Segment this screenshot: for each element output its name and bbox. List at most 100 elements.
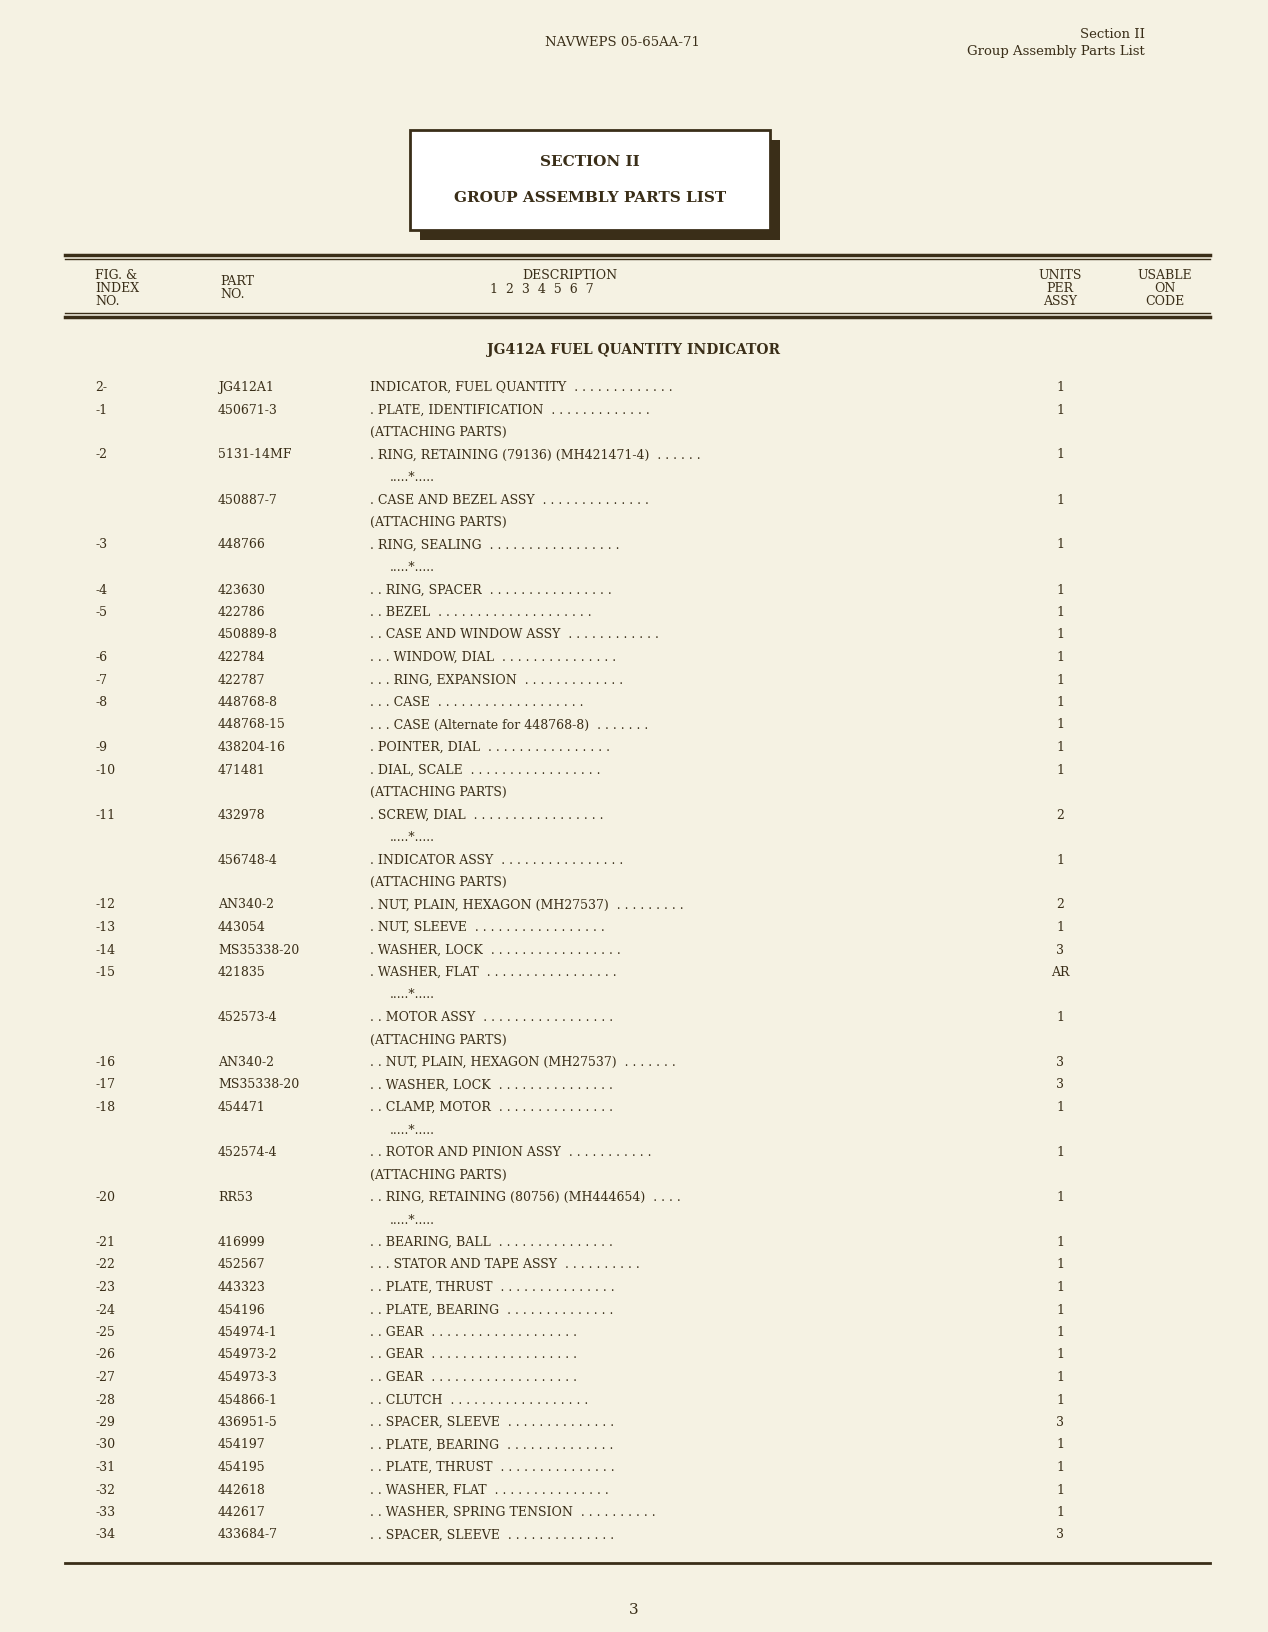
Text: 422784: 422784 xyxy=(218,651,265,664)
Text: 3: 3 xyxy=(629,1603,639,1617)
Text: (ATTACHING PARTS): (ATTACHING PARTS) xyxy=(370,1169,507,1182)
Text: NAVWEPS 05-65AA-71: NAVWEPS 05-65AA-71 xyxy=(545,36,700,49)
Text: .....*.....: .....*..... xyxy=(391,561,435,574)
Text: -16: -16 xyxy=(95,1056,115,1069)
Text: 3: 3 xyxy=(1056,1079,1064,1092)
Text: MS35338-20: MS35338-20 xyxy=(218,943,299,956)
Text: 436951-5: 436951-5 xyxy=(218,1417,278,1430)
Text: 1: 1 xyxy=(1056,695,1064,708)
Text: CODE: CODE xyxy=(1145,295,1184,308)
Text: (ATTACHING PARTS): (ATTACHING PARTS) xyxy=(370,876,507,889)
Text: 1: 1 xyxy=(1056,651,1064,664)
Text: -20: -20 xyxy=(95,1191,115,1204)
Text: . . SPACER, SLEEVE  . . . . . . . . . . . . . .: . . SPACER, SLEEVE . . . . . . . . . . .… xyxy=(370,1529,614,1542)
Text: -10: -10 xyxy=(95,764,115,777)
Text: . DIAL, SCALE  . . . . . . . . . . . . . . . . .: . DIAL, SCALE . . . . . . . . . . . . . … xyxy=(370,764,601,777)
Text: -21: -21 xyxy=(95,1235,115,1248)
Text: . . . CASE  . . . . . . . . . . . . . . . . . . .: . . . CASE . . . . . . . . . . . . . . .… xyxy=(370,695,583,708)
Text: . . PLATE, BEARING  . . . . . . . . . . . . . .: . . PLATE, BEARING . . . . . . . . . . .… xyxy=(370,1438,614,1451)
Text: DESCRIPTION: DESCRIPTION xyxy=(522,269,618,282)
Text: (ATTACHING PARTS): (ATTACHING PARTS) xyxy=(370,516,507,529)
Text: -34: -34 xyxy=(95,1529,115,1542)
Text: . . GEAR  . . . . . . . . . . . . . . . . . . .: . . GEAR . . . . . . . . . . . . . . . .… xyxy=(370,1325,577,1338)
Text: 422787: 422787 xyxy=(218,674,265,687)
Text: -5: -5 xyxy=(95,605,107,619)
Text: . PLATE, IDENTIFICATION  . . . . . . . . . . . . .: . PLATE, IDENTIFICATION . . . . . . . . … xyxy=(370,403,649,416)
Text: 1: 1 xyxy=(1056,584,1064,597)
Text: Group Assembly Parts List: Group Assembly Parts List xyxy=(967,44,1145,57)
Text: 1: 1 xyxy=(1056,403,1064,416)
Text: .....*.....: .....*..... xyxy=(391,1214,435,1227)
Text: .....*.....: .....*..... xyxy=(391,1123,435,1136)
Text: . . . WINDOW, DIAL  . . . . . . . . . . . . . . .: . . . WINDOW, DIAL . . . . . . . . . . .… xyxy=(370,651,616,664)
Text: . WASHER, FLAT  . . . . . . . . . . . . . . . . .: . WASHER, FLAT . . . . . . . . . . . . .… xyxy=(370,966,616,979)
Text: GROUP ASSEMBLY PARTS LIST: GROUP ASSEMBLY PARTS LIST xyxy=(454,191,727,206)
Text: 1: 1 xyxy=(1056,741,1064,754)
Text: . . CASE AND WINDOW ASSY  . . . . . . . . . . . .: . . CASE AND WINDOW ASSY . . . . . . . .… xyxy=(370,628,659,641)
Text: 2-: 2- xyxy=(95,380,107,393)
Text: 1: 1 xyxy=(1056,1191,1064,1204)
Text: . . CLAMP, MOTOR  . . . . . . . . . . . . . . .: . . CLAMP, MOTOR . . . . . . . . . . . .… xyxy=(370,1102,612,1115)
Text: -13: -13 xyxy=(95,920,115,934)
Text: 2: 2 xyxy=(1056,899,1064,912)
Text: -29: -29 xyxy=(95,1417,115,1430)
Text: . . GEAR  . . . . . . . . . . . . . . . . . . .: . . GEAR . . . . . . . . . . . . . . . .… xyxy=(370,1371,577,1384)
Text: . . SPACER, SLEEVE  . . . . . . . . . . . . . .: . . SPACER, SLEEVE . . . . . . . . . . .… xyxy=(370,1417,614,1430)
Text: 1: 1 xyxy=(1056,718,1064,731)
Text: . . WASHER, FLAT  . . . . . . . . . . . . . . .: . . WASHER, FLAT . . . . . . . . . . . .… xyxy=(370,1483,609,1497)
Text: 1: 1 xyxy=(1056,1325,1064,1338)
Text: 442618: 442618 xyxy=(218,1483,266,1497)
Text: . . . CASE (Alternate for 448768-8)  . . . . . . .: . . . CASE (Alternate for 448768-8) . . … xyxy=(370,718,648,731)
Text: -9: -9 xyxy=(95,741,107,754)
Text: .....*.....: .....*..... xyxy=(391,989,435,1002)
Text: -22: -22 xyxy=(95,1258,115,1271)
Text: Section II: Section II xyxy=(1080,28,1145,41)
Text: . . CLUTCH  . . . . . . . . . . . . . . . . . .: . . CLUTCH . . . . . . . . . . . . . . .… xyxy=(370,1394,588,1407)
Text: -18: -18 xyxy=(95,1102,115,1115)
Text: . . . RING, EXPANSION  . . . . . . . . . . . . .: . . . RING, EXPANSION . . . . . . . . . … xyxy=(370,674,623,687)
Text: 443323: 443323 xyxy=(218,1281,266,1294)
Text: USABLE: USABLE xyxy=(1137,269,1192,282)
Text: 1: 1 xyxy=(1056,493,1064,506)
Text: -6: -6 xyxy=(95,651,107,664)
Text: 2: 2 xyxy=(1056,808,1064,821)
Text: 1: 1 xyxy=(1056,449,1064,462)
Text: 454973-2: 454973-2 xyxy=(218,1348,278,1361)
Text: 1: 1 xyxy=(1056,1010,1064,1023)
Text: -14: -14 xyxy=(95,943,115,956)
Text: . CASE AND BEZEL ASSY  . . . . . . . . . . . . . .: . CASE AND BEZEL ASSY . . . . . . . . . … xyxy=(370,493,649,506)
Text: FIG. &: FIG. & xyxy=(95,269,137,282)
Text: -17: -17 xyxy=(95,1079,115,1092)
Text: . . NUT, PLAIN, HEXAGON (MH27537)  . . . . . . .: . . NUT, PLAIN, HEXAGON (MH27537) . . . … xyxy=(370,1056,676,1069)
Text: 1: 1 xyxy=(1056,1506,1064,1519)
Text: . . PLATE, THRUST  . . . . . . . . . . . . . . .: . . PLATE, THRUST . . . . . . . . . . . … xyxy=(370,1461,615,1474)
Text: 1: 1 xyxy=(1056,1461,1064,1474)
Text: 448766: 448766 xyxy=(218,539,266,552)
Text: -8: -8 xyxy=(95,695,107,708)
Text: 1: 1 xyxy=(1056,380,1064,393)
Text: 422786: 422786 xyxy=(218,605,265,619)
Text: ASSY: ASSY xyxy=(1044,295,1077,308)
Text: 421835: 421835 xyxy=(218,966,266,979)
Text: 1: 1 xyxy=(1056,674,1064,687)
Text: 1: 1 xyxy=(1056,1102,1064,1115)
Text: . . BEZEL  . . . . . . . . . . . . . . . . . . . .: . . BEZEL . . . . . . . . . . . . . . . … xyxy=(370,605,592,619)
Text: UNITS: UNITS xyxy=(1038,269,1082,282)
Text: . . ROTOR AND PINION ASSY  . . . . . . . . . . .: . . ROTOR AND PINION ASSY . . . . . . . … xyxy=(370,1146,652,1159)
Text: PER: PER xyxy=(1046,282,1074,295)
Text: 3: 3 xyxy=(1056,1417,1064,1430)
Text: -15: -15 xyxy=(95,966,115,979)
Text: . RING, SEALING  . . . . . . . . . . . . . . . . .: . RING, SEALING . . . . . . . . . . . . … xyxy=(370,539,620,552)
Text: . NUT, SLEEVE  . . . . . . . . . . . . . . . . .: . NUT, SLEEVE . . . . . . . . . . . . . … xyxy=(370,920,605,934)
Text: 1: 1 xyxy=(1056,1348,1064,1361)
Text: . POINTER, DIAL  . . . . . . . . . . . . . . . .: . POINTER, DIAL . . . . . . . . . . . . … xyxy=(370,741,610,754)
Text: . . RING, SPACER  . . . . . . . . . . . . . . . .: . . RING, SPACER . . . . . . . . . . . .… xyxy=(370,584,611,597)
Text: -27: -27 xyxy=(95,1371,115,1384)
Text: RR53: RR53 xyxy=(218,1191,252,1204)
Text: 1: 1 xyxy=(1056,1146,1064,1159)
Text: 423630: 423630 xyxy=(218,584,266,597)
Text: . RING, RETAINING (79136) (MH421471-4)  . . . . . .: . RING, RETAINING (79136) (MH421471-4) .… xyxy=(370,449,701,462)
Text: . . BEARING, BALL  . . . . . . . . . . . . . . .: . . BEARING, BALL . . . . . . . . . . . … xyxy=(370,1235,612,1248)
Text: 452573-4: 452573-4 xyxy=(218,1010,278,1023)
Text: 1: 1 xyxy=(1056,1235,1064,1248)
